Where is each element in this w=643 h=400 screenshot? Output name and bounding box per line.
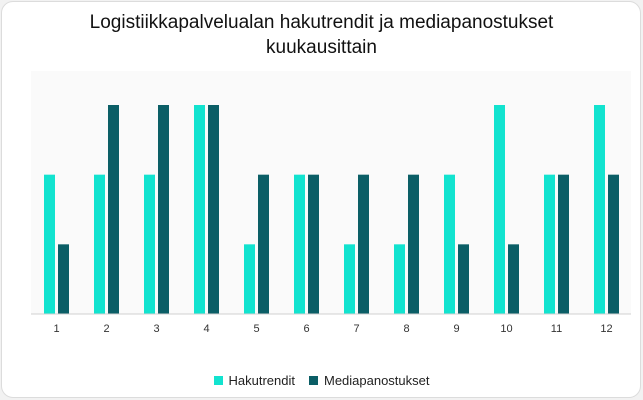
bar-hakutrendit-7 xyxy=(344,244,355,314)
legend: Hakutrendit Mediapanostukset xyxy=(0,373,643,388)
bar-mediapanostukset-11 xyxy=(558,174,569,314)
bar-hakutrendit-8 xyxy=(394,244,405,314)
legend-swatch-hakutrendit xyxy=(213,376,223,385)
bar-hakutrendit-9 xyxy=(444,174,455,314)
chart-title: Logistiikkapalvelualan hakutrendit ja me… xyxy=(0,10,643,60)
bar-hakutrendit-11 xyxy=(544,174,555,314)
bar-mediapanostukset-3 xyxy=(158,105,169,314)
chart-title-line-1: Logistiikkapalvelualan hakutrendit ja me… xyxy=(89,12,554,33)
bar-mediapanostukset-10 xyxy=(508,244,519,314)
x-tick-label-7: 7 xyxy=(353,323,359,335)
bar-hakutrendit-5 xyxy=(244,244,255,314)
bar-mediapanostukset-1 xyxy=(58,244,69,314)
bar-mediapanostukset-7 xyxy=(358,174,369,314)
bar-hakutrendit-12 xyxy=(594,105,605,314)
x-tick-label-5: 5 xyxy=(253,323,259,335)
legend-item-mediapanostukset: Mediapanostukset xyxy=(308,373,430,388)
plot-area xyxy=(31,71,631,314)
bar-mediapanostukset-4 xyxy=(208,105,219,314)
x-tick-label-12: 12 xyxy=(600,323,612,335)
chart-title-line-2: kuukausittain xyxy=(266,37,377,58)
x-tick-label-1: 1 xyxy=(53,323,59,335)
legend-label-mediapanostukset: Mediapanostukset xyxy=(323,373,430,388)
bar-hakutrendit-6 xyxy=(294,174,305,314)
x-tick-label-4: 4 xyxy=(203,323,209,335)
x-tick-label-9: 9 xyxy=(453,323,459,335)
bars-group xyxy=(44,105,619,314)
bar-mediapanostukset-8 xyxy=(408,174,419,314)
legend-label-hakutrendit: Hakutrendit xyxy=(228,373,295,388)
bar-hakutrendit-4 xyxy=(194,105,205,314)
bar-mediapanostukset-2 xyxy=(108,105,119,314)
x-tick-label-2: 2 xyxy=(103,323,109,335)
bar-hakutrendit-3 xyxy=(144,174,155,314)
bar-mediapanostukset-5 xyxy=(258,174,269,314)
x-tick-label-6: 6 xyxy=(303,323,309,335)
bar-mediapanostukset-12 xyxy=(608,174,619,314)
bar-mediapanostukset-6 xyxy=(308,174,319,314)
bar-hakutrendit-10 xyxy=(494,105,505,314)
legend-item-hakutrendit: Hakutrendit xyxy=(213,373,295,388)
bar-hakutrendit-1 xyxy=(44,174,55,314)
x-tick-labels: 1 2 3 4 5 6 7 8 9 10 11 12 xyxy=(53,323,612,335)
bar-mediapanostukset-9 xyxy=(458,244,469,314)
bar-hakutrendit-2 xyxy=(94,174,105,314)
legend-swatch-mediapanostukset xyxy=(308,376,318,385)
x-tick-label-8: 8 xyxy=(403,323,409,335)
x-tick-label-3: 3 xyxy=(153,323,159,335)
x-tick-label-11: 11 xyxy=(551,323,562,335)
x-tick-label-10: 10 xyxy=(500,323,512,335)
